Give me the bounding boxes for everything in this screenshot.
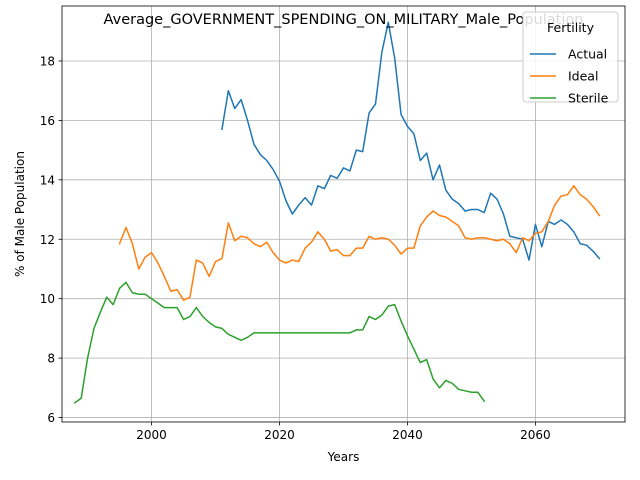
x-tick-label: 2040	[392, 428, 423, 442]
legend-entries: Actual Ideal Sterile	[530, 47, 609, 106]
y-tick-label: 14	[40, 173, 55, 187]
y-tick-label: 18	[40, 54, 55, 68]
legend-title: Fertility	[547, 20, 595, 35]
x-tick-label: 2000	[136, 428, 167, 442]
x-tick-label: 2020	[264, 428, 295, 442]
series-line-sterile	[73, 281, 486, 404]
chart-title: Average_GOVERNMENT_SPENDING_ON_MILITARY_…	[104, 12, 584, 28]
y-tick-label: 12	[40, 233, 55, 247]
x-axis-label: Years	[327, 450, 360, 464]
legend-box	[522, 11, 619, 103]
series-lines	[73, 21, 601, 404]
legend-label-sterile: Sterile	[568, 91, 609, 106]
legend-label-actual: Actual	[568, 47, 607, 62]
series-line-ideal	[118, 185, 601, 301]
series-line-actual	[221, 21, 601, 261]
x-axis-ticks: 2000 2020 2040 2060	[136, 422, 551, 442]
y-axis-label: % of Male Population	[13, 151, 27, 277]
y-tick-label: 10	[40, 292, 55, 306]
plot-area-frame	[61, 5, 626, 423]
x-tick-label: 2060	[520, 428, 551, 442]
y-tick-label: 8	[47, 352, 55, 366]
y-tick-label: 16	[40, 114, 55, 128]
legend-label-ideal: Ideal	[568, 69, 598, 84]
y-axis-ticks: 6 8 10 12 14 16 18	[40, 54, 62, 425]
legend: Fertility Actual Ideal Sterile	[522, 11, 619, 106]
y-tick-label: 6	[47, 411, 55, 425]
